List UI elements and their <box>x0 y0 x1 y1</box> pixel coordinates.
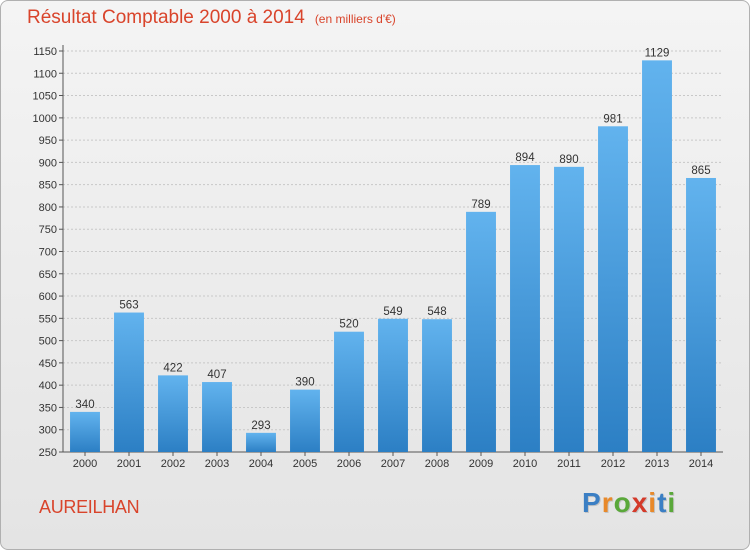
bar-2001 <box>114 312 144 452</box>
value-label-2009: 789 <box>471 199 490 211</box>
x-tick-label-2000: 2000 <box>73 458 97 470</box>
value-label-2010: 894 <box>515 152 535 164</box>
bar-2002 <box>158 375 188 452</box>
y-tick-label: 1000 <box>33 113 57 125</box>
x-tick-label-2008: 2008 <box>425 458 449 470</box>
bar-2006 <box>334 331 364 452</box>
value-label-2002: 422 <box>163 362 182 374</box>
y-tick-label: 1050 <box>33 91 57 103</box>
bar-2007 <box>378 318 408 452</box>
bar-2000 <box>70 411 100 452</box>
x-tick-label-2006: 2006 <box>337 458 361 470</box>
y-tick-label: 450 <box>39 358 57 370</box>
bar-2010 <box>510 165 540 452</box>
y-tick-label: 1150 <box>33 46 57 58</box>
y-tick-label: 1100 <box>33 68 57 80</box>
value-label-2012: 981 <box>603 113 622 125</box>
y-tick-label: 650 <box>39 269 57 281</box>
chart-title-text: Résultat Comptable 2000 à 2014 <box>27 7 305 28</box>
chart-title: Résultat Comptable 2000 à 2014 (en millie… <box>27 7 396 29</box>
value-label-2007: 549 <box>383 306 402 318</box>
y-tick-label: 550 <box>39 313 57 325</box>
x-tick-label-2012: 2012 <box>601 458 625 470</box>
y-tick-label: 600 <box>39 291 57 303</box>
y-tick-label: 250 <box>39 447 57 459</box>
bar-2008 <box>422 319 452 452</box>
value-label-2004: 293 <box>251 420 270 432</box>
x-tick-label-2003: 2003 <box>205 458 229 470</box>
value-label-2011: 890 <box>559 154 578 166</box>
bar-2009 <box>466 211 496 452</box>
bar-2003 <box>202 382 232 452</box>
x-tick-label-2007: 2007 <box>381 458 405 470</box>
y-tick-label: 750 <box>39 224 57 236</box>
x-tick-label-2010: 2010 <box>513 458 537 470</box>
y-tick-label: 300 <box>39 425 57 437</box>
value-label-2008: 548 <box>427 306 446 318</box>
bar-2004 <box>246 432 276 452</box>
proxiti-logo: Proxiti <box>582 487 676 519</box>
bar-2014 <box>686 177 716 452</box>
x-tick-label-2009: 2009 <box>469 458 493 470</box>
y-tick-label: 500 <box>39 336 57 348</box>
y-tick-label: 900 <box>39 157 57 169</box>
commune-name: AUREILHAN <box>39 497 140 517</box>
x-tick-label-2014: 2014 <box>689 458 713 470</box>
bar-2011 <box>554 166 584 452</box>
y-tick-label: 350 <box>39 402 57 414</box>
value-label-2003: 407 <box>207 369 226 381</box>
x-tick-label-2005: 2005 <box>293 458 317 470</box>
bars <box>70 60 716 453</box>
logo-letter: x <box>631 487 649 518</box>
logo-letter: i <box>648 487 658 518</box>
bar-2012 <box>598 126 628 452</box>
value-label-2005: 390 <box>295 377 314 389</box>
y-tick-label: 400 <box>39 380 57 392</box>
logo-letter: r <box>601 487 614 518</box>
logo-letter: P <box>582 487 602 518</box>
y-tick-label: 950 <box>39 135 57 147</box>
value-label-2001: 563 <box>119 300 138 312</box>
x-tick-label-2013: 2013 <box>645 458 669 470</box>
x-tick-label-2002: 2002 <box>161 458 185 470</box>
value-label-2014: 865 <box>691 165 710 177</box>
bar-2005 <box>290 389 320 452</box>
bar-2013 <box>642 60 672 453</box>
value-label-2006: 520 <box>339 319 358 331</box>
labels: 250 300 350 400 450 500 550 600 650 700 750 800 850 9… <box>33 46 714 470</box>
chart-subtitle: (en milliers d'€) <box>314 12 396 26</box>
y-tick-label: 850 <box>39 180 57 192</box>
logo-letter: o <box>613 487 632 518</box>
x-tick-label-2001: 2001 <box>117 458 141 470</box>
x-tick-label-2004: 2004 <box>249 458 273 470</box>
value-label-2000: 340 <box>75 399 94 411</box>
logo-letter: t <box>657 487 668 518</box>
logo-letter: i <box>667 487 677 518</box>
y-tick-label: 800 <box>39 202 57 214</box>
y-tick-label: 700 <box>39 247 57 259</box>
value-label-2013: 1129 <box>645 47 670 59</box>
x-tick-label-2011: 2011 <box>557 458 581 470</box>
